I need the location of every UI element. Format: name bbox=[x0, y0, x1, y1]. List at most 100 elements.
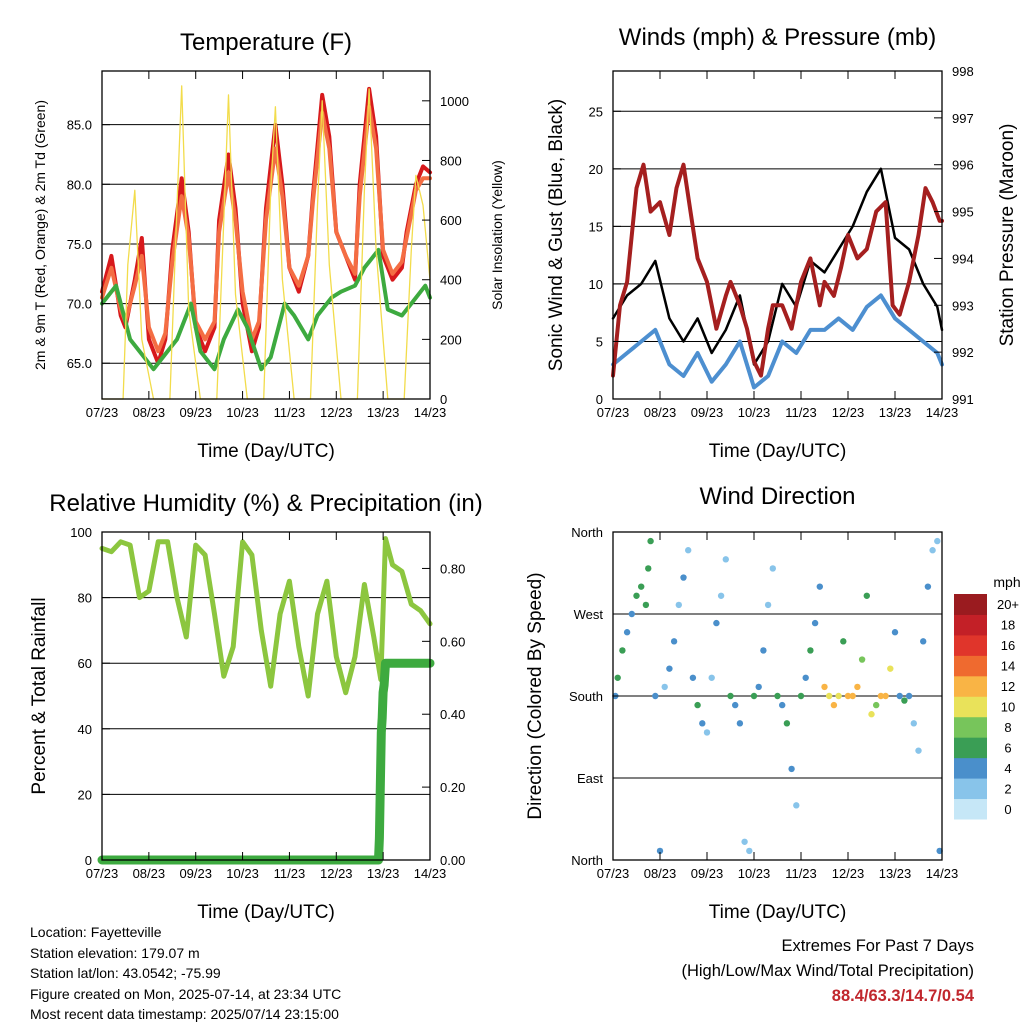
wind-dir-point bbox=[858, 656, 866, 663]
wind-dir-point bbox=[779, 701, 786, 709]
wind-dir-point bbox=[746, 847, 753, 855]
x-tick-label: 14/23 bbox=[926, 866, 959, 881]
x-tick-label: 12/23 bbox=[832, 405, 865, 420]
wind-dir-point bbox=[741, 838, 748, 845]
wind-dir-point bbox=[708, 674, 715, 681]
wind-dir-point bbox=[774, 692, 781, 700]
wind-dir-point bbox=[656, 847, 664, 855]
wind-dir-point bbox=[736, 720, 744, 727]
wind-dir-point bbox=[619, 647, 626, 654]
y-tick-right-label: 993 bbox=[952, 298, 974, 313]
wind-dir-point bbox=[797, 692, 805, 700]
y-tick-label: 15 bbox=[589, 219, 603, 234]
wind-dir-point bbox=[868, 711, 875, 718]
wind-dir-point bbox=[732, 701, 739, 709]
colorbar-label: 12 bbox=[1001, 679, 1015, 694]
wind-dir-point bbox=[689, 674, 697, 681]
x-tick-label: 12/23 bbox=[320, 405, 353, 420]
y-axis-label: Percent & Total Rainfall bbox=[29, 597, 50, 794]
colorbar-label: 10 bbox=[1001, 700, 1015, 715]
chart-title: Wind Direction bbox=[699, 483, 855, 510]
colorbar-label: 14 bbox=[1001, 659, 1015, 674]
y-tick-label: 85.0 bbox=[67, 118, 92, 133]
wind-dir-point bbox=[811, 619, 819, 627]
panel-4: Wind Direction 07/23 08/23 09/23 10/23 11/23 1… bbox=[525, 483, 1021, 923]
wind-dir-point bbox=[623, 629, 631, 636]
y-tick-label: North bbox=[571, 853, 603, 868]
extremes-title: Extremes For Past 7 Days bbox=[781, 937, 974, 955]
colorbar-title: mph bbox=[993, 574, 1020, 590]
x-tick-label: 07/23 bbox=[597, 866, 630, 881]
wind-dir-point bbox=[699, 720, 706, 727]
y-tick-label: 20 bbox=[589, 162, 603, 177]
station-info: Location: Fayetteville Station elevation… bbox=[30, 922, 341, 1025]
wind-dir-point bbox=[835, 692, 842, 700]
y-tick-label: 5 bbox=[596, 334, 603, 349]
wind-dir-point bbox=[807, 647, 814, 654]
colorbar-swatch bbox=[954, 778, 987, 800]
x-axis-label: Time (Day/UTC) bbox=[709, 441, 847, 462]
colorbar-label: 2 bbox=[1004, 781, 1011, 796]
wind-dir-point bbox=[717, 592, 725, 599]
wind-dir-point bbox=[844, 692, 852, 700]
colorbar-swatch bbox=[954, 594, 987, 615]
wind-dir-point bbox=[821, 683, 828, 691]
plot-frame bbox=[612, 70, 943, 400]
x-axis-label: Time (Day/UTC) bbox=[197, 902, 335, 923]
x-tick-label: 08/23 bbox=[133, 405, 166, 420]
y-tick-right-label: 1000 bbox=[440, 94, 469, 109]
x-tick-label: 08/23 bbox=[644, 866, 677, 881]
y-axis-right-label: Station Pressure (Maroon) bbox=[997, 124, 1018, 347]
wind-dir-point bbox=[670, 638, 678, 645]
wind-dir-point bbox=[896, 692, 903, 700]
y-axis-label: Sonic Wind & Gust (Blue, Black) bbox=[546, 99, 567, 371]
colorbar-swatch bbox=[954, 675, 987, 697]
wind-dir-point bbox=[915, 747, 922, 754]
chart-title: Winds (mph) & Pressure (mb) bbox=[619, 24, 936, 51]
panel-2: Winds (mph) & Pressure (mb) 07/23 08/23 09/… bbox=[546, 24, 1018, 462]
series-line bbox=[100, 247, 432, 372]
wind-dir-point bbox=[764, 601, 772, 609]
wind-dir-point bbox=[638, 583, 645, 590]
y-tick-label: 40 bbox=[78, 722, 92, 737]
panel-1: Temperature (F) 07/23 08/23 09/23 10/23 11/23… bbox=[32, 29, 505, 462]
y-tick-label: West bbox=[574, 607, 604, 622]
wind-dir-point bbox=[647, 537, 654, 545]
extremes-summary: Extremes For Past 7 Days (High/Low/Max W… bbox=[681, 934, 974, 1009]
wind-dir-point bbox=[645, 565, 652, 572]
wind-dir-point bbox=[802, 674, 809, 681]
y-tick-label: 100 bbox=[70, 525, 92, 540]
x-tick-label: 13/23 bbox=[367, 405, 400, 420]
y-axis-right-label: Solar Insolation (Yellow) bbox=[489, 160, 505, 310]
y-tick-right-label: 991 bbox=[952, 392, 974, 407]
elevation-text: Station elevation: 179.07 m bbox=[30, 944, 200, 961]
wind-dir-point bbox=[727, 692, 734, 700]
x-tick-label: 10/23 bbox=[226, 405, 259, 420]
series-line bbox=[611, 167, 944, 366]
wind-dir-point bbox=[680, 574, 687, 581]
y-tick-label: 20 bbox=[78, 787, 92, 802]
x-tick-label: 13/23 bbox=[879, 405, 912, 420]
wind-dir-point bbox=[703, 729, 711, 736]
wind-dir-point bbox=[614, 674, 621, 681]
x-tick-label: 10/23 bbox=[738, 405, 771, 420]
wind-dir-point bbox=[854, 683, 861, 691]
y-tick-label: East bbox=[577, 771, 603, 786]
x-tick-label: 14/23 bbox=[414, 405, 447, 420]
y-tick-right-label: 0.80 bbox=[440, 561, 465, 576]
wind-dir-point bbox=[901, 697, 908, 704]
chart-title: Temperature (F) bbox=[180, 29, 352, 56]
y-tick-right-label: 800 bbox=[440, 153, 462, 168]
y-tick-label: 80 bbox=[78, 591, 92, 606]
created-text: Figure created on Mon, 2025-07-14, at 23… bbox=[30, 985, 342, 1002]
y-tick-label: 75.0 bbox=[67, 237, 92, 252]
wind-dir-point bbox=[685, 547, 692, 554]
x-tick-label: 08/23 bbox=[644, 405, 677, 420]
y-axis-label: Direction (Colored By Speed) bbox=[525, 572, 546, 819]
series-line bbox=[97, 658, 435, 865]
series-line bbox=[100, 104, 432, 354]
plot-frame bbox=[101, 531, 431, 861]
wind-dir-point bbox=[694, 701, 701, 709]
wind-dir-point bbox=[873, 701, 880, 709]
extremes-subtitle: (High/Low/Max Wind/Total Precipitation) bbox=[681, 962, 974, 980]
